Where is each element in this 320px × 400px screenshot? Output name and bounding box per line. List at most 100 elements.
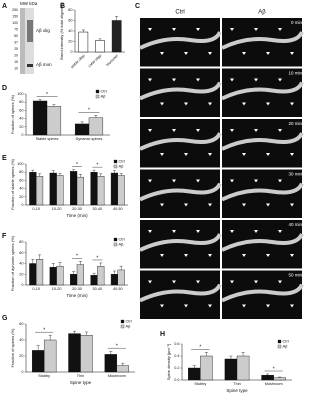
arrowhead	[148, 179, 152, 183]
gel-unit: MW kDa	[20, 1, 38, 6]
y-tick-label: 0	[21, 133, 23, 137]
x-tick-label: 20-30	[72, 287, 82, 291]
significance-mark: *	[96, 255, 98, 261]
bar	[88, 117, 104, 136]
x-tick-label: 30-40	[93, 287, 103, 291]
arrowhead	[208, 52, 212, 55]
column-header: Ctrl	[175, 10, 184, 16]
bar	[273, 377, 286, 381]
arrowhead	[254, 78, 258, 82]
x-tick-label: Thin	[233, 382, 240, 386]
arrowhead	[172, 129, 176, 132]
y-tick-label: 40	[68, 29, 72, 33]
panel-letter: B	[60, 3, 65, 10]
y-tick-label: 60	[19, 108, 23, 112]
arrowhead	[290, 52, 294, 55]
arrowhead	[242, 203, 246, 207]
legend-label: Aβ	[283, 344, 289, 349]
arrowhead	[254, 179, 258, 183]
arrowhead	[160, 153, 164, 156]
bar	[31, 350, 45, 373]
bar	[110, 274, 119, 286]
arrowhead	[242, 254, 246, 257]
bar	[32, 100, 48, 136]
y-tick-label: 80	[19, 170, 23, 174]
arrowhead	[266, 102, 270, 106]
arrowhead	[196, 230, 200, 233]
x-tick-label: Dynamic spines	[76, 137, 103, 141]
x-tick-label: Mushroom	[108, 374, 126, 378]
dendrite	[221, 182, 304, 202]
arrowhead	[254, 129, 258, 132]
dendrite	[221, 283, 304, 303]
bar	[36, 176, 44, 206]
arrowhead	[196, 179, 200, 183]
y-axis-label: Fraction of spines (%)	[10, 94, 15, 134]
legend-swatch	[95, 89, 100, 94]
x-tick-label: Stubby	[38, 374, 50, 378]
significance-mark: *	[116, 344, 118, 350]
y-tick-label: 100	[17, 92, 23, 96]
dendrite	[221, 81, 304, 101]
bar	[236, 355, 250, 381]
mw-marker: 20	[14, 53, 18, 57]
arrowhead	[160, 203, 164, 207]
y-axis-label: Fraction of stable spines (%)	[10, 158, 15, 209]
gel-smear	[27, 20, 33, 42]
x-axis-label: Time (min)	[66, 213, 88, 218]
bar	[56, 175, 64, 206]
bar	[200, 355, 213, 381]
dendrite	[139, 233, 222, 252]
bar	[261, 375, 274, 381]
panel-letter: F	[2, 233, 7, 240]
bar	[76, 176, 84, 206]
y-tick-label: 0	[21, 370, 23, 374]
x-tick-label: 40-50	[113, 287, 123, 291]
bar	[43, 339, 57, 373]
legend-swatch	[277, 339, 282, 344]
y-tick-label: 60	[68, 19, 72, 23]
y-tick-label: 20	[19, 354, 23, 358]
arrowhead	[254, 230, 258, 233]
panel-letter: G	[2, 315, 8, 322]
mw-marker: 25	[14, 47, 18, 51]
arrowhead	[278, 129, 282, 132]
arrowhead	[208, 203, 212, 207]
bar	[117, 175, 125, 206]
arrowhead	[196, 280, 200, 284]
arrowhead	[196, 28, 200, 31]
bar	[117, 269, 125, 286]
bar	[90, 275, 98, 286]
arrowhead	[242, 153, 246, 156]
bar	[188, 367, 201, 381]
legend-label: Ctrl	[119, 237, 125, 242]
arrowhead	[230, 280, 234, 284]
arrowhead	[266, 254, 270, 257]
arrowhead	[160, 254, 164, 257]
y-tick-label: 0	[21, 283, 23, 287]
legend-label: Ctrl	[126, 319, 132, 324]
time-label: 20 min	[288, 121, 302, 126]
y-tick-label: 20	[19, 272, 23, 276]
arrowhead	[254, 28, 258, 31]
bar	[49, 172, 57, 206]
arrowhead	[184, 254, 188, 257]
y-tick-label: 0.4	[174, 354, 179, 358]
bar	[76, 264, 84, 286]
mw-marker: 10	[14, 66, 18, 70]
x-tick-label: 10-20	[52, 207, 62, 211]
legend-label: Aβ	[126, 324, 132, 329]
arrowhead	[242, 304, 246, 308]
arrowhead	[208, 153, 212, 156]
legend-label: Ctrl	[119, 159, 125, 164]
legend-label: Aβ	[119, 242, 125, 247]
x-tick-label: stable oligo	[70, 54, 86, 70]
x-tick-label: 0-10	[32, 287, 40, 291]
arrowhead	[184, 304, 188, 308]
significance-mark: *	[96, 162, 98, 168]
gel-ladder	[20, 8, 25, 74]
y-tick-label: 0.6	[174, 342, 179, 346]
y-tick-label: 80	[68, 8, 72, 12]
arrowhead	[254, 280, 258, 284]
bar	[74, 123, 90, 136]
